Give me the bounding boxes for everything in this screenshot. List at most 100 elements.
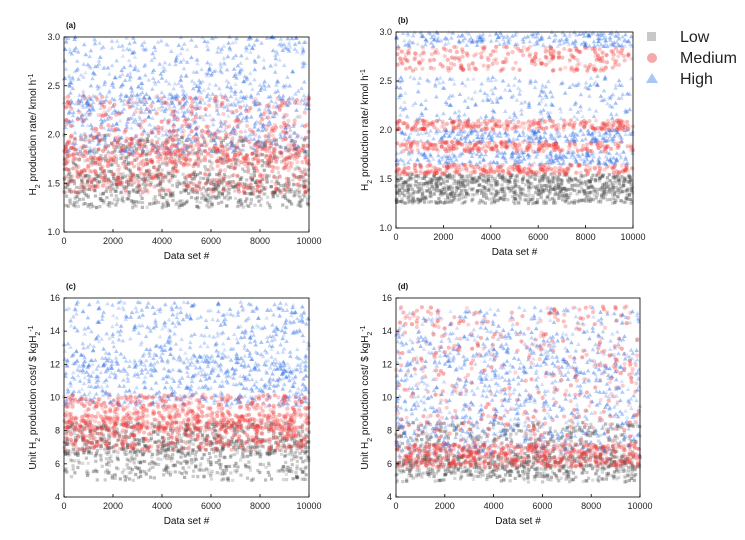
data-point xyxy=(90,177,96,182)
data-point xyxy=(176,179,180,183)
data-point xyxy=(69,178,73,182)
data-point xyxy=(405,59,410,64)
data-point xyxy=(141,182,145,186)
data-point xyxy=(182,180,186,185)
data-point xyxy=(124,158,129,162)
data-point xyxy=(141,163,146,168)
data-point xyxy=(251,192,255,197)
data-point xyxy=(428,190,432,194)
data-point xyxy=(258,152,263,157)
data-point xyxy=(106,151,111,156)
data-point xyxy=(136,179,141,185)
data-point xyxy=(270,133,275,138)
data-point xyxy=(107,71,112,76)
data-point xyxy=(89,155,94,160)
data-point xyxy=(213,186,217,190)
data-point xyxy=(223,196,227,200)
data-point xyxy=(594,196,598,200)
data-point xyxy=(158,171,163,177)
data-point xyxy=(464,195,468,199)
data-point xyxy=(187,151,191,155)
data-point xyxy=(547,48,552,54)
data-point xyxy=(466,174,470,178)
data-point xyxy=(216,184,220,188)
data-point xyxy=(620,189,624,194)
data-point xyxy=(75,66,81,71)
data-point xyxy=(303,167,307,171)
data-point xyxy=(463,199,468,203)
data-point xyxy=(306,189,310,193)
data-point xyxy=(273,156,278,161)
data-point xyxy=(283,146,287,150)
data-point xyxy=(230,136,235,141)
data-point xyxy=(149,176,154,180)
data-point xyxy=(202,138,207,143)
data-point xyxy=(302,110,307,115)
data-point xyxy=(599,144,604,149)
data-point xyxy=(143,176,148,180)
data-point xyxy=(268,155,273,160)
data-point xyxy=(79,169,84,174)
data-point xyxy=(68,199,72,203)
data-point xyxy=(542,166,547,171)
data-point xyxy=(157,183,161,187)
data-point xyxy=(292,143,297,148)
data-point xyxy=(211,182,215,187)
data-point xyxy=(78,150,82,154)
data-point xyxy=(220,193,224,197)
data-point xyxy=(255,144,260,149)
data-point xyxy=(180,199,184,203)
data-point xyxy=(481,200,485,204)
data-point xyxy=(248,185,252,189)
data-point xyxy=(189,78,195,83)
data-point xyxy=(521,53,526,58)
data-point xyxy=(120,175,124,179)
data-point xyxy=(448,192,453,196)
data-point xyxy=(506,198,510,202)
data-point xyxy=(248,106,253,111)
data-point xyxy=(135,141,139,145)
data-point xyxy=(86,165,91,170)
data-point xyxy=(171,166,176,170)
legend-label-high: High xyxy=(680,71,713,88)
data-point xyxy=(92,184,96,188)
data-point xyxy=(464,149,469,154)
data-point xyxy=(295,182,300,187)
data-point xyxy=(67,183,71,187)
x-tick-label: 2000 xyxy=(103,236,123,246)
data-point xyxy=(123,190,128,195)
data-point xyxy=(185,180,189,185)
data-point xyxy=(206,201,210,205)
data-point xyxy=(600,50,605,55)
data-point xyxy=(75,167,79,171)
data-point xyxy=(604,52,610,57)
data-point xyxy=(250,177,255,181)
data-point xyxy=(405,125,410,130)
data-point xyxy=(203,172,208,177)
data-point xyxy=(101,191,105,195)
data-point xyxy=(76,76,81,81)
data-point xyxy=(245,178,249,182)
data-point xyxy=(134,204,138,208)
data-point xyxy=(249,173,253,177)
data-point xyxy=(137,200,141,204)
data-point xyxy=(209,154,214,159)
data-point xyxy=(112,172,116,176)
data-point xyxy=(263,140,267,144)
data-point xyxy=(249,176,254,181)
data-point xyxy=(175,185,179,189)
data-point xyxy=(263,144,267,149)
data-point xyxy=(252,167,256,171)
data-point xyxy=(182,41,187,46)
data-point xyxy=(559,181,563,185)
data-point xyxy=(263,185,268,191)
data-point xyxy=(561,187,565,191)
data-point xyxy=(282,63,287,67)
data-point xyxy=(607,173,611,177)
data-point xyxy=(297,185,301,189)
data-point xyxy=(267,154,273,159)
data-point xyxy=(130,171,135,177)
data-point xyxy=(154,167,159,173)
data-point xyxy=(303,189,308,195)
data-point xyxy=(490,126,495,131)
